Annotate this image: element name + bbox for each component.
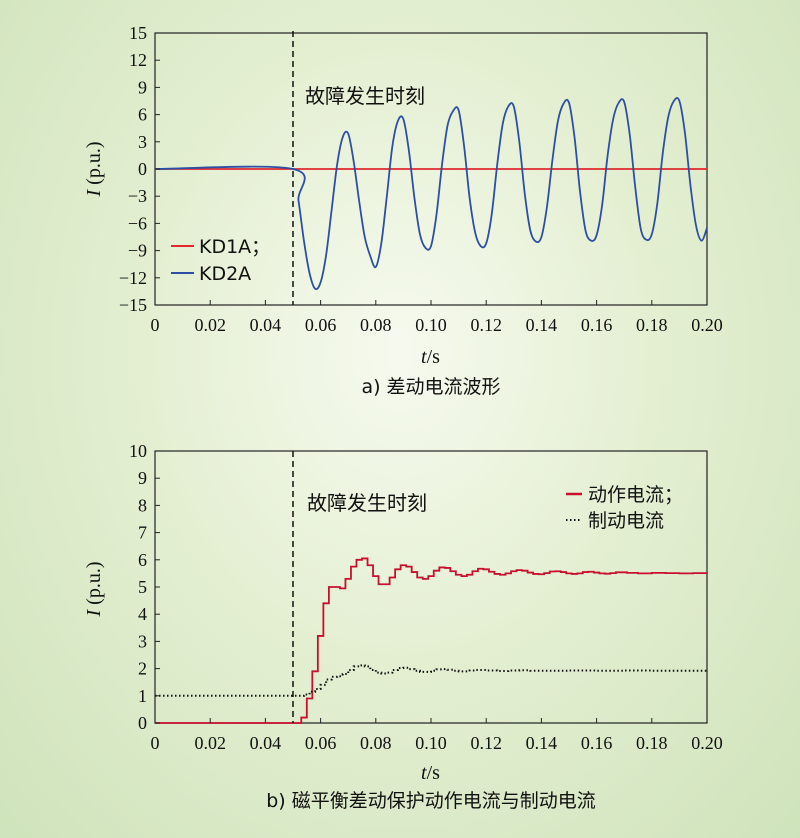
y-tick-label: −6 bbox=[128, 213, 147, 233]
x-tick-label: 0.10 bbox=[415, 315, 447, 335]
chart-a-y-axis-label: I (p.u.) bbox=[83, 142, 105, 198]
chart-b-y-axis-label-var: I bbox=[83, 609, 105, 618]
chart-b-y-axis-label: I (p.u.) bbox=[83, 562, 105, 618]
chart-a-ticks: 0 0.02 0.04 0.06 0.08 0.10 0.12 0.14 0.16 0.18 0.2… bbox=[119, 23, 723, 335]
x-tick-label: 0.16 bbox=[581, 733, 613, 753]
legend-a-label-0: KD1A； bbox=[199, 236, 270, 258]
x-tick-label: 0.16 bbox=[581, 315, 613, 335]
x-tick-label: 0.10 bbox=[415, 733, 447, 753]
chart-panel-b: 0 0.02 0.04 0.06 0.08 0.10 0.12 0.14 0.16 0.18 0.2… bbox=[83, 441, 723, 812]
chart-b-fault-annotation: 故障发生时刻 bbox=[307, 491, 427, 515]
y-tick-label: 4 bbox=[138, 604, 147, 624]
chart-panel-a: 0 0.02 0.04 0.06 0.08 0.10 0.12 0.14 0.16 0.18 0.2… bbox=[83, 23, 723, 398]
chart-a-x-axis-label-unit: /s bbox=[427, 346, 441, 368]
y-tick-label: 5 bbox=[138, 577, 147, 597]
x-tick-label: 0.18 bbox=[636, 315, 668, 335]
y-tick-label: 15 bbox=[129, 23, 147, 43]
y-tick-label: −9 bbox=[128, 241, 147, 261]
y-tick-label: −12 bbox=[119, 268, 147, 288]
legend-a-label-1: KD2A bbox=[199, 263, 251, 285]
y-tick-label: 6 bbox=[138, 550, 147, 570]
chart-a-y-axis-label-var: I bbox=[83, 189, 105, 198]
x-tick-label: 0.06 bbox=[305, 315, 337, 335]
x-tick-label: 0.12 bbox=[470, 315, 502, 335]
x-tick-label: 0 bbox=[151, 733, 160, 753]
x-tick-label: 0.18 bbox=[636, 733, 668, 753]
chart-a-caption: a) 差动电流波形 bbox=[361, 376, 500, 398]
x-tick-label: 0.20 bbox=[691, 733, 723, 753]
y-tick-label: 9 bbox=[138, 77, 147, 97]
chart-b-x-axis-label-unit: /s bbox=[427, 762, 441, 784]
y-tick-label: 9 bbox=[138, 468, 147, 488]
x-tick-label: 0.20 bbox=[691, 315, 723, 335]
chart-a-x-axis-label-var: t bbox=[421, 346, 427, 368]
y-tick-label: −3 bbox=[128, 186, 147, 206]
chart-b-legend: 动作电流； 制动电流 bbox=[566, 484, 683, 532]
chart-a-y-axis-label-unit: (p.u.) bbox=[83, 142, 105, 190]
x-tick-label: 0.02 bbox=[194, 733, 226, 753]
y-tick-label: 3 bbox=[138, 132, 147, 152]
series-line-b-1 bbox=[155, 664, 707, 697]
x-tick-label: 0.08 bbox=[360, 733, 392, 753]
chart-b-caption: b) 磁平衡差动保护动作电流与制动电流 bbox=[266, 790, 596, 812]
legend-b-label-1: 制动电流 bbox=[588, 510, 664, 532]
x-tick-label: 0.04 bbox=[250, 315, 282, 335]
y-tick-label: 8 bbox=[138, 495, 147, 515]
y-tick-label: 0 bbox=[138, 159, 147, 179]
y-tick-label: 3 bbox=[138, 631, 147, 651]
series-line-b-0 bbox=[155, 557, 708, 724]
x-tick-label: 0.12 bbox=[470, 733, 502, 753]
x-tick-label: 0.08 bbox=[360, 315, 392, 335]
y-tick-label: 12 bbox=[129, 50, 147, 70]
chart-b-x-axis-label-var: t bbox=[421, 762, 427, 784]
x-tick-label: 0.02 bbox=[194, 315, 226, 335]
x-tick-label: 0.06 bbox=[305, 733, 337, 753]
chart-b-ticks: 0 0.02 0.04 0.06 0.08 0.10 0.12 0.14 0.16 0.18 0.2… bbox=[129, 441, 723, 753]
chart-a-fault-annotation: 故障发生时刻 bbox=[305, 84, 425, 108]
legend-b-label-0: 动作电流； bbox=[588, 484, 683, 506]
y-tick-label: 7 bbox=[138, 523, 147, 543]
x-tick-label: 0.14 bbox=[526, 733, 558, 753]
chart-a-legend: KD1A； KD2A bbox=[171, 236, 270, 285]
y-tick-label: 6 bbox=[138, 105, 147, 125]
y-tick-label: 10 bbox=[129, 441, 147, 461]
y-tick-label: 0 bbox=[138, 713, 147, 733]
chart-a-x-axis-label: t/s bbox=[421, 346, 440, 368]
y-tick-label: 1 bbox=[138, 686, 147, 706]
chart-b-x-axis-label: t/s bbox=[421, 762, 440, 784]
y-tick-label: −15 bbox=[119, 295, 147, 315]
x-tick-label: 0.14 bbox=[526, 315, 558, 335]
y-tick-label: 2 bbox=[138, 659, 147, 679]
x-tick-label: 0.04 bbox=[250, 733, 282, 753]
series-line-a-1 bbox=[154, 97, 708, 291]
x-tick-label: 0 bbox=[151, 315, 160, 335]
chart-b-y-axis-label-unit: (p.u.) bbox=[83, 562, 105, 610]
